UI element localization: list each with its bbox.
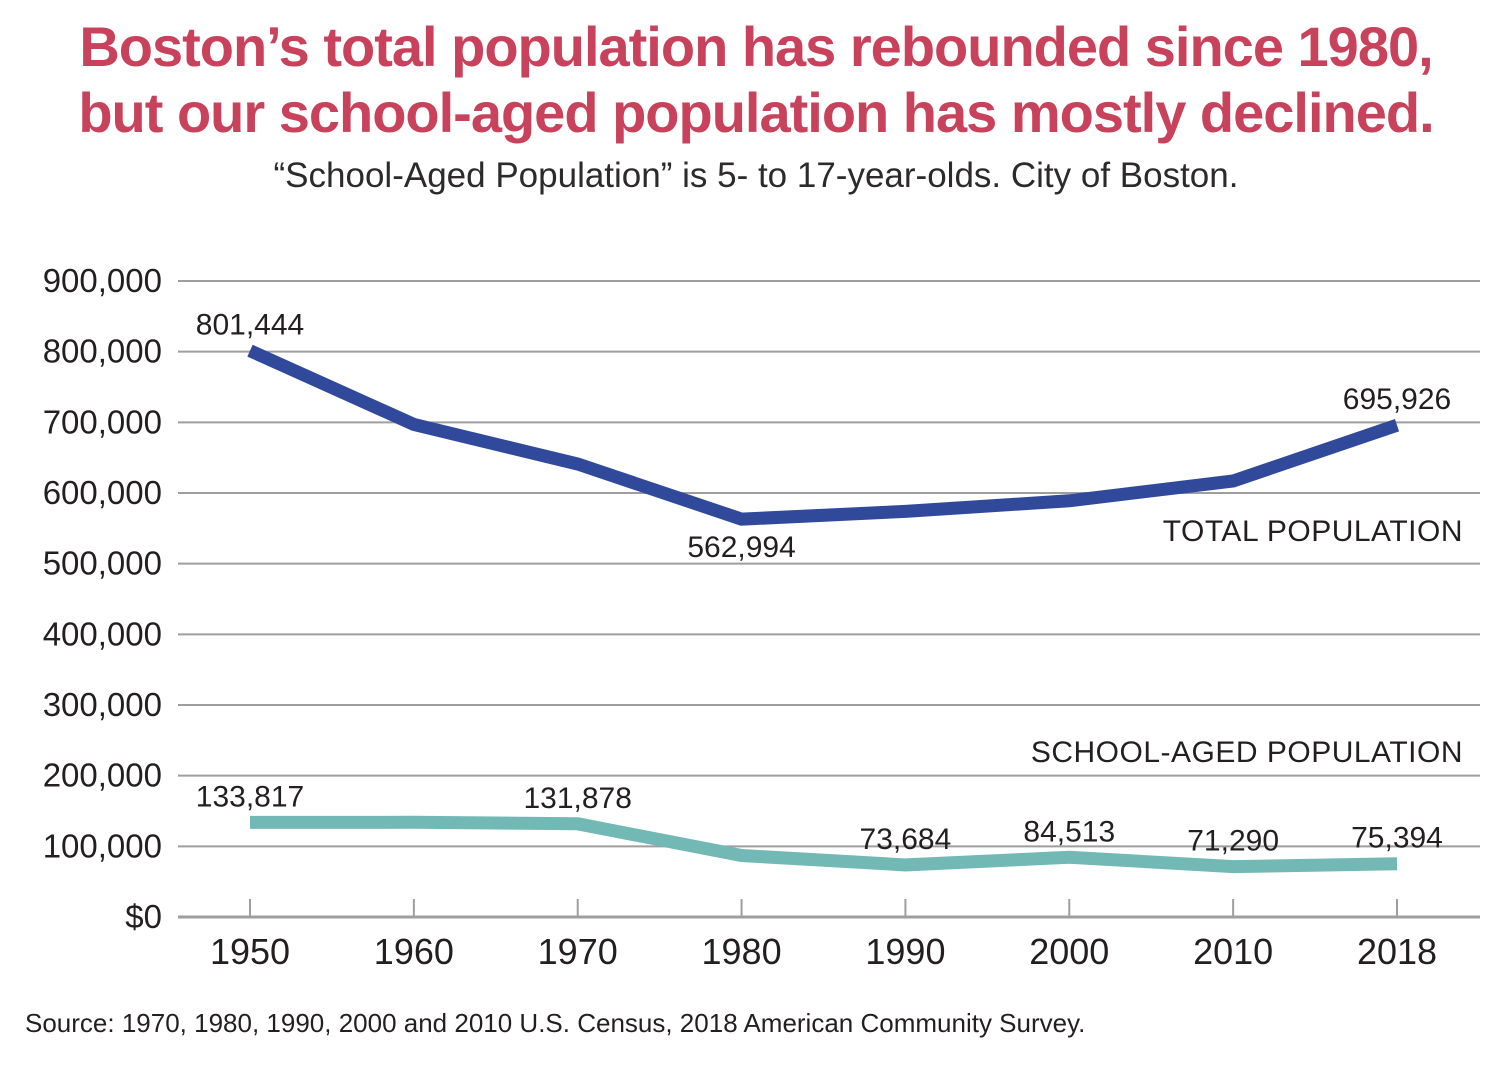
x-axis-label-1950: 1950	[210, 931, 290, 972]
chart-title: Boston’s total population has rebounded …	[0, 14, 1512, 146]
point-label-562-994: 562,994	[687, 531, 795, 564]
x-axis-label-2018: 2018	[1357, 931, 1437, 972]
point-label-73-684: 73,684	[860, 823, 952, 856]
school-aged-population-line	[249, 815, 1398, 874]
x-axis-label-2010: 2010	[1193, 931, 1273, 972]
point-label-133-817: 133,817	[196, 780, 304, 813]
y-axis-label-500-000: 500,000	[43, 545, 162, 582]
y-axis-label-600-000: 600,000	[43, 474, 162, 511]
y-axis-label-300-000: 300,000	[43, 686, 162, 723]
chart-title-line-2: but our school-aged population has mostl…	[78, 81, 1434, 144]
y-axis-label-800-000: 800,000	[43, 333, 162, 370]
y-axis-label-200-000: 200,000	[43, 757, 162, 794]
point-label-131-878: 131,878	[523, 782, 631, 815]
chart-title-line-1: Boston’s total population has rebounded …	[79, 15, 1433, 78]
y-axis-label-700-000: 700,000	[43, 403, 162, 440]
point-label-71-290: 71,290	[1187, 825, 1279, 858]
x-axis-label-1960: 1960	[374, 931, 454, 972]
x-axis-label-1980: 1980	[702, 931, 782, 972]
series-label-total-population: TOTAL POPULATION	[1163, 515, 1463, 548]
series-label-school-aged-population: SCHOOL-AGED POPULATION	[1031, 736, 1463, 769]
y-axis-label-400-000: 400,000	[43, 615, 162, 652]
point-label-695-926: 695,926	[1343, 383, 1451, 416]
chart-subtitle: “School-Aged Population” is 5- to 17-yea…	[273, 156, 1239, 195]
x-axis-label-2000: 2000	[1029, 931, 1109, 972]
point-label-75-394: 75,394	[1351, 822, 1443, 855]
x-axis-label-1990: 1990	[865, 931, 945, 972]
point-label-84-513: 84,513	[1023, 815, 1115, 848]
point-label-801-444: 801,444	[196, 309, 304, 342]
total-population-line	[247, 344, 1400, 526]
source-note: Source: 1970, 1980, 1990, 2000 and 2010 …	[25, 1008, 1086, 1038]
y-axis-label-100-000: 100,000	[43, 827, 162, 864]
y-axis-label-900-000: 900,000	[43, 262, 162, 299]
x-axis-label-1970: 1970	[538, 931, 618, 972]
y-axis-label-0: $0	[125, 898, 162, 935]
